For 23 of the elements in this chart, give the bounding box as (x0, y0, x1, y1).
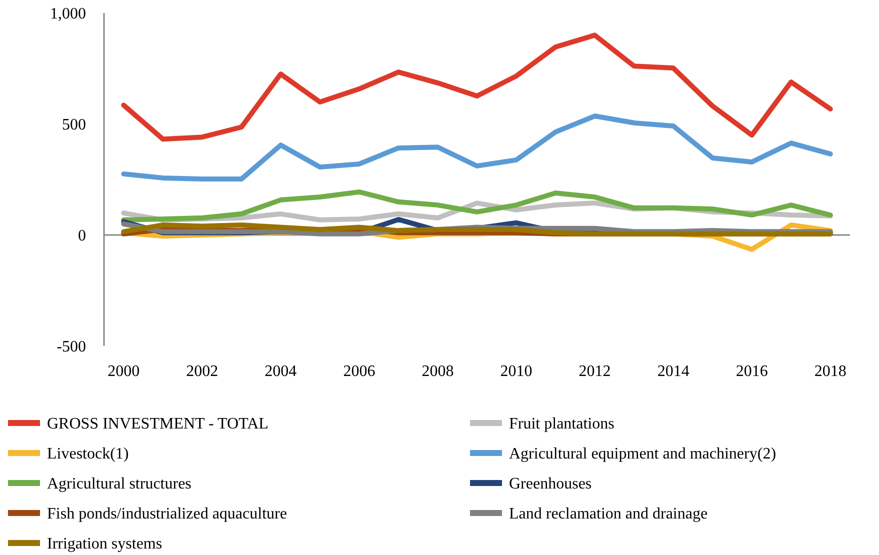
y-tick-label: 1,000 (50, 6, 86, 23)
legend-label: Agricultural structures (47, 476, 192, 493)
legend-label: Fruit plantations (509, 416, 614, 433)
x-tick-label: 2016 (736, 363, 768, 380)
x-tick-label: 2006 (343, 363, 376, 380)
y-tick-label: -500 (56, 338, 86, 356)
x-tick-label: 2018 (814, 363, 846, 380)
y-tick-label: 0 (78, 228, 86, 245)
legend-label: Fish ponds/industrialized aquaculture (47, 506, 287, 523)
legend-label: Land reclamation and drainage (509, 506, 708, 523)
x-tick-label: 2008 (422, 363, 454, 380)
y-tick-label: 500 (62, 116, 86, 134)
x-tick-label: 2010 (500, 363, 532, 380)
legend-label: Greenhouses (509, 476, 592, 493)
legend-label: Irrigation systems (47, 536, 162, 553)
legend-label: Livestock(1) (47, 446, 129, 463)
x-tick-label: 2000 (108, 363, 140, 380)
x-tick-label: 2004 (264, 363, 297, 380)
x-tick-label: 2014 (657, 363, 690, 380)
legend-label: Agricultural equipment and machinery(2) (509, 446, 776, 463)
x-tick-label: 2002 (186, 363, 218, 380)
legend-label: GROSS INVESTMENT - TOTAL (47, 416, 268, 433)
x-tick-label: 2012 (578, 363, 611, 380)
